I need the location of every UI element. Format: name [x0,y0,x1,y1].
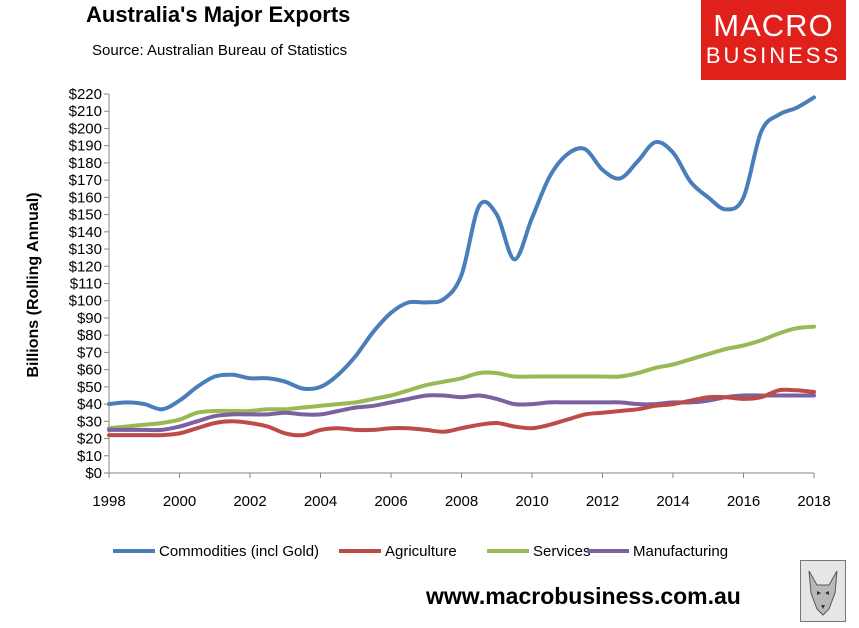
y-tick-label: $210 [69,103,102,120]
x-tick-label: 2000 [163,493,196,510]
y-tick-label: $180 [69,155,102,172]
legend-label-manufacturing: Manufacturing [633,543,728,560]
y-tick-label: $100 [69,293,102,310]
y-tick-label: $140 [69,224,102,241]
y-tick-label: $10 [77,448,102,465]
series-line-services [107,324,816,431]
y-tick-label: $200 [69,120,102,137]
y-tick-label: $60 [77,362,102,379]
chart-title: Australia's Major Exports [86,2,351,27]
x-tick-label: 2010 [515,493,548,510]
y-tick-label: $70 [77,344,102,361]
x-tick-label: 2016 [727,493,760,510]
y-tick-label: $130 [69,241,102,258]
y-axis-label: Billions (Rolling Annual) [25,192,42,377]
y-tick-label: $170 [69,172,102,189]
y-axis-ticks: $0$10$20$30$40$50$60$70$80$90$100$110$12… [69,86,109,482]
x-tick-label: 2002 [233,493,266,510]
x-axis-ticks: 1998 2000 2002 2004 2006 2008 2010 2012 2014 2016… [92,473,831,510]
x-tick-label: 2014 [656,493,689,510]
chart-legend: Commodities (incl Gold) Agriculture Servic… [113,543,728,560]
y-tick-label: $190 [69,138,102,155]
series-line-agriculture [107,387,816,438]
logo-line-2: BUSINESS [705,43,842,68]
wolf-logo-icon [800,560,846,622]
legend-label-agriculture: Agriculture [385,543,457,560]
y-tick-label: $160 [69,189,102,206]
y-tick-label: $90 [77,310,102,327]
website-url: www.macrobusiness.com.au [426,583,741,609]
x-tick-label: 2012 [586,493,619,510]
series-line-commodities-incl-gold [107,95,816,412]
x-tick-label: 2018 [797,493,830,510]
y-tick-label: $30 [77,413,102,430]
macrobusiness-logo: MACRO BUSINESS [701,0,846,80]
legend-label-commodities-incl-gold: Commodities (incl Gold) [159,543,319,560]
series-lines [107,95,816,438]
y-tick-label: $110 [70,276,102,293]
source-note: Source: Australian Bureau of Statistics [92,42,348,59]
y-tick-label: $120 [69,258,102,275]
y-tick-label: $0 [85,465,102,482]
y-tick-label: $150 [69,207,102,224]
x-tick-label: 2008 [445,493,478,510]
y-tick-label: $80 [77,327,102,344]
y-tick-label: $40 [77,396,102,413]
y-tick-label: $50 [77,379,102,396]
series-line-manufacturing [107,393,816,433]
x-tick-label: 1998 [92,493,125,510]
y-tick-label: $220 [69,86,102,103]
legend-label-services: Services [533,543,591,560]
x-tick-label: 2006 [374,493,407,510]
logo-line-1: MACRO [713,8,834,43]
y-tick-label: $20 [77,431,102,448]
x-tick-label: 2004 [304,493,337,510]
